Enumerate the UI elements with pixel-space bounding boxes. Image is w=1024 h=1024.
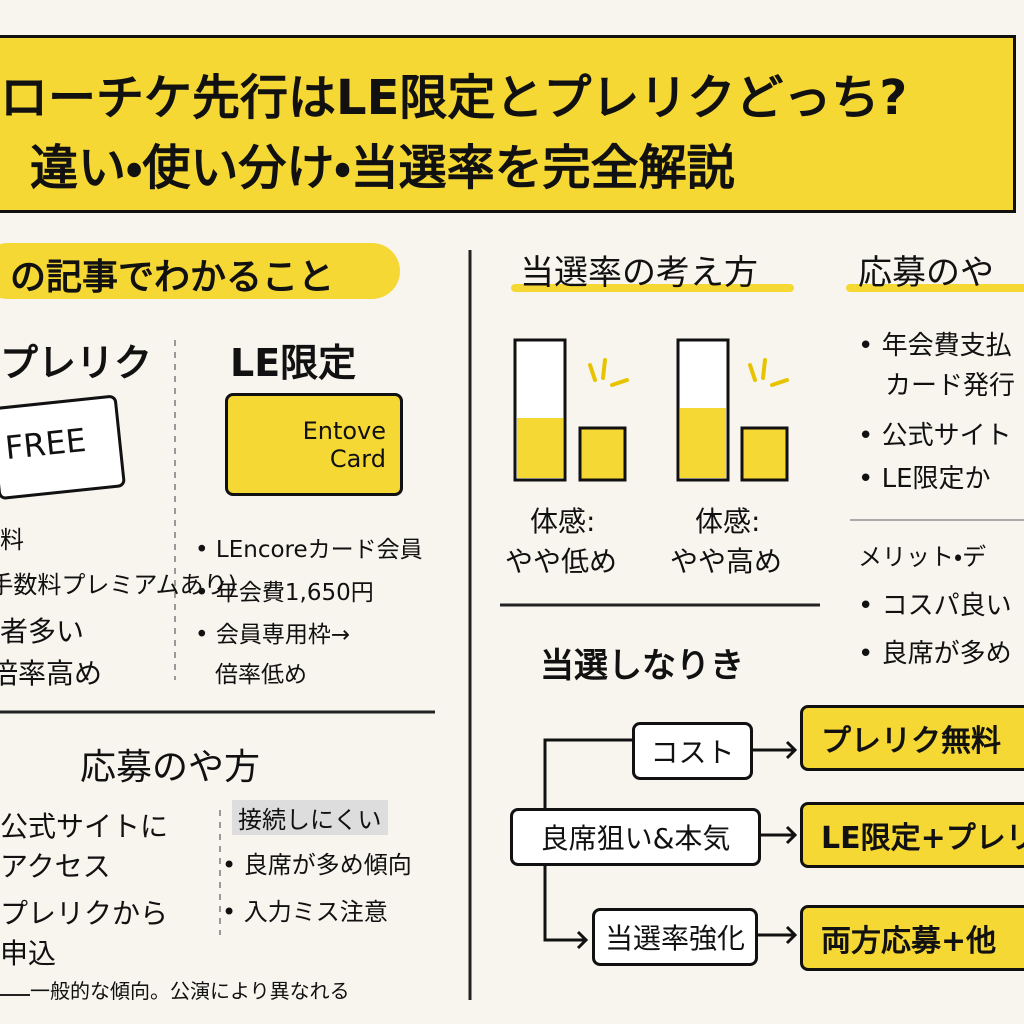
bullet: 公式サイト (858, 415, 1012, 452)
bar-label: やや低め (505, 545, 618, 578)
step: 公式サイトに (0, 810, 169, 843)
bullet: 会員専用枠→ (195, 615, 350, 649)
result: LE限定+プレリク (800, 802, 1024, 868)
bullet: 良席が多め (858, 633, 1012, 670)
card-text: Entove (302, 416, 386, 445)
result: プレリク無料 (800, 705, 1024, 771)
step: プレリクから (0, 897, 169, 930)
condition: 当選率強化 (592, 908, 758, 966)
subheading: メリット・デ (858, 543, 987, 571)
bar-label: 体感: (695, 505, 761, 538)
bullet: 良席が多め傾向 (222, 845, 412, 880)
bar-label: やや高め (670, 545, 783, 578)
bullet: 入力ミス注意 (222, 892, 388, 927)
card-text: Card (329, 444, 386, 473)
text: 者多い (0, 615, 85, 648)
footnote: 一般的な傾向。公演により異なれる (30, 979, 350, 1003)
condition: コスト (632, 722, 753, 780)
bullet: 年会費支払 (858, 325, 1012, 362)
bullet: コスパ良い (858, 585, 1012, 622)
condition: 良席狙い&本気 (510, 808, 761, 866)
title: ローチケ先行はLE限定とプレリクどっち? (0, 70, 908, 126)
heading: 応募のや (858, 253, 994, 293)
card: Entove Card (225, 393, 403, 496)
heading: プレリク (0, 341, 153, 385)
heading: LE限定 (230, 341, 357, 385)
heading: 当選率の考え方 (520, 253, 758, 293)
bullet: LE限定か (858, 458, 991, 495)
result: 両方応募+他 (800, 905, 1024, 971)
bullet: LEncoreカード会員 (195, 530, 423, 564)
text: カード発行 (885, 371, 1016, 401)
heading: 当選しなりき (540, 646, 744, 686)
pill (0, 243, 400, 299)
bullet: 年会費1,650円 (195, 573, 374, 607)
text: 料 (0, 526, 24, 554)
step: 申込 (0, 937, 57, 970)
heading: 応募のや方 (80, 747, 261, 788)
note-heading: 接続しにくい (232, 800, 388, 835)
step: アクセス (0, 850, 111, 883)
text: 倍率高め (0, 657, 103, 690)
title: 違い・使い分け・当選率を完全解説 (30, 140, 735, 196)
text: 倍率低め (215, 662, 307, 688)
heading: の記事でわかること (10, 257, 335, 298)
header (0, 35, 1016, 213)
bar-label: 体感: (530, 505, 596, 538)
